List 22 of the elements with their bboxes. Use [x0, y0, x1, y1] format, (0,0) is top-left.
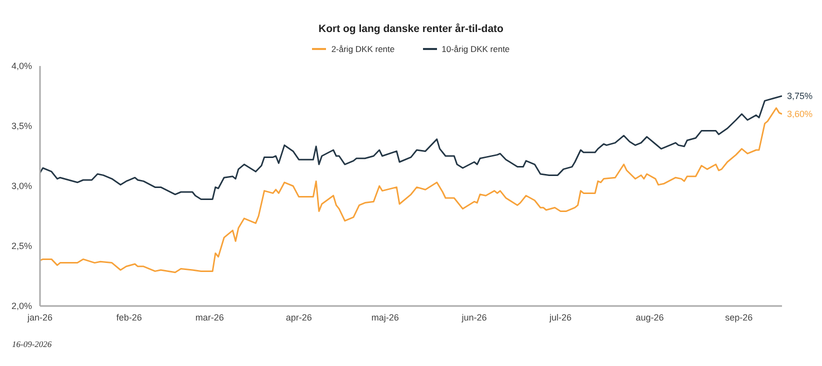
y-tick-label: 2,5%: [11, 241, 32, 252]
data-label: 3,60%: [787, 109, 813, 119]
line-series: [40, 95, 782, 200]
y-tick-label: 4,0%: [11, 61, 32, 72]
chart-title: Kort og lang danske renter år-til-dato: [318, 23, 504, 35]
x-tick-label: sep-26: [725, 312, 753, 322]
y-tick-label: 2,0%: [11, 301, 32, 312]
y-tick-label: 3,0%: [11, 181, 32, 192]
line-series: [40, 107, 782, 274]
x-tick-label: jan-26: [26, 312, 53, 322]
x-tick-label: maj-26: [371, 312, 399, 322]
x-tick-label: apr-26: [286, 312, 312, 322]
x-tick-label: feb-26: [116, 312, 142, 322]
x-tick-label: aug-26: [636, 312, 664, 322]
x-tick-label: jul-26: [548, 312, 572, 322]
x-tick-label: jun-26: [460, 312, 487, 322]
x-tick-label: mar-26: [195, 312, 224, 322]
y-tick-label: 3,5%: [11, 121, 32, 132]
text: 16-09-2026: [12, 339, 52, 349]
data-label: 3,75%: [787, 91, 813, 101]
legend-label: 2-årig DKK rente: [331, 44, 395, 54]
legend-label: 10-årig DKK rente: [442, 44, 510, 54]
